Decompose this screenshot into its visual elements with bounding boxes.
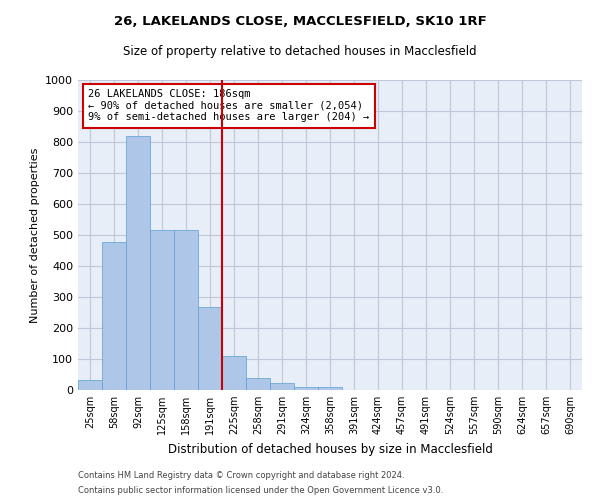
Bar (246, 378, 270, 390)
Bar (198, 307, 222, 390)
Bar (102, 242, 126, 390)
Text: 26 LAKELANDS CLOSE: 186sqm
← 90% of detached houses are smaller (2,054)
9% of se: 26 LAKELANDS CLOSE: 186sqm ← 90% of deta… (88, 90, 370, 122)
Y-axis label: Number of detached properties: Number of detached properties (29, 148, 40, 322)
Bar (270, 383, 294, 390)
Text: 26, LAKELANDS CLOSE, MACCLESFIELD, SK10 1RF: 26, LAKELANDS CLOSE, MACCLESFIELD, SK10 … (113, 15, 487, 28)
Bar (126, 136, 150, 390)
Bar (174, 230, 198, 390)
Bar (294, 387, 318, 390)
Bar (150, 230, 174, 390)
Bar (222, 356, 246, 390)
Bar (318, 387, 342, 390)
Text: Contains public sector information licensed under the Open Government Licence v3: Contains public sector information licen… (78, 486, 443, 495)
Text: Size of property relative to detached houses in Macclesfield: Size of property relative to detached ho… (123, 45, 477, 58)
Bar (78, 380, 102, 390)
X-axis label: Distribution of detached houses by size in Macclesfield: Distribution of detached houses by size … (167, 442, 493, 456)
Text: Contains HM Land Registry data © Crown copyright and database right 2024.: Contains HM Land Registry data © Crown c… (78, 471, 404, 480)
